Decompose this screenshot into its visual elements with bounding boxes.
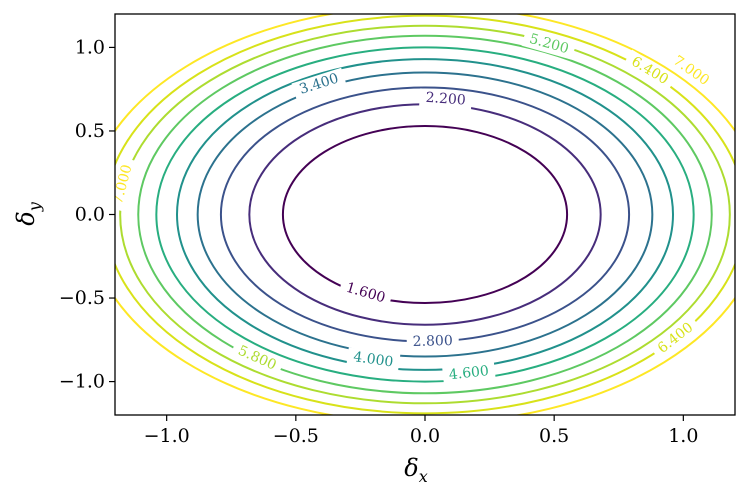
contour-label-text: 5.800 (236, 343, 279, 374)
contour-label-gap (649, 315, 702, 362)
contour-label-8: 6.400 (622, 49, 677, 92)
contour-label-4: 4.000 (346, 347, 401, 373)
contour-label-5: 4.600 (442, 361, 496, 385)
contour-line-2.2 (248, 103, 602, 326)
contour-line-4.6 (155, 46, 695, 383)
contour-line-1.6 (281, 124, 569, 305)
x-tick-label: 0.5 (539, 425, 569, 447)
contour-line-5.8 (119, 24, 731, 405)
contour-label-gap (406, 331, 459, 352)
contour-label-6: 5.200 (521, 28, 577, 60)
x-tick-label: −0.5 (273, 425, 319, 447)
contour-label-2: 2.800 (406, 331, 459, 352)
y-axis-label-symbol: δ (12, 211, 40, 225)
contour-label-gap (622, 49, 677, 92)
x-tick-label: 0.0 (410, 425, 440, 447)
x-axis-label-subscript: x (419, 467, 428, 486)
contour-label-0: 1.600 (338, 277, 394, 309)
contour-label-gap (521, 28, 577, 60)
y-tick-label: −1.0 (59, 371, 105, 393)
contour-line-3.4 (196, 71, 654, 358)
contour-line-5.2 (137, 34, 713, 395)
contour-line-6.4 (115, 14, 735, 415)
contour-label-1: 2.200 (419, 88, 473, 111)
y-tick-label: 0.5 (75, 120, 105, 142)
contour-label-gap (338, 277, 394, 309)
contour-label-gap (664, 48, 718, 94)
x-tick-label: 1.0 (668, 425, 698, 447)
contour-label-11: 7.000 (115, 156, 139, 212)
contour-label-gap (291, 67, 347, 101)
contour-label-gap (442, 361, 496, 385)
contour-label-text: 2.200 (425, 90, 466, 109)
x-tick-label: −1.0 (144, 425, 190, 447)
x-axis-label-symbol: δ (404, 454, 418, 482)
contour-label-gap (419, 88, 473, 111)
contour-label-gap (346, 347, 401, 373)
x-axis-ticks: −1.0 −0.5 0.0 0.5 1.0 (144, 415, 698, 447)
x-axis-label: δx (404, 454, 427, 486)
y-tick-label: 1.0 (75, 36, 105, 58)
contour-line-4.0 (176, 58, 674, 371)
contour-label-text: 4.600 (448, 363, 490, 383)
contour-label-text: 2.800 (413, 333, 453, 350)
y-tick-label: −0.5 (59, 287, 105, 309)
contour-label-gap (229, 339, 285, 378)
y-tick-label: 0.0 (75, 204, 105, 226)
y-axis-ticks: −1.0 −0.5 0.0 0.5 1.0 (59, 36, 115, 393)
contour-label-3: 3.400 (291, 67, 347, 101)
y-axis-label-subscript: y (25, 201, 44, 212)
y-axis-label: δy (12, 201, 44, 225)
contour-label-text: 4.000 (352, 349, 394, 370)
